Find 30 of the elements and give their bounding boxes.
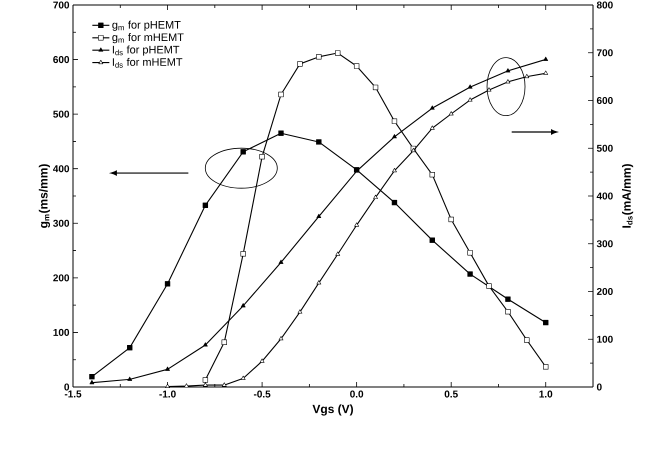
- y-tick-label: 100: [53, 328, 70, 336]
- y2-tick-label: 200: [596, 288, 613, 296]
- x-tick-label: 0.0: [350, 390, 364, 398]
- y2-tick-label: 100: [597, 336, 613, 343]
- y-axis-title: g$_{m}$(ms/mm): [38, 164, 50, 228]
- legend-label: I$_{ds}$ for pHEMT: [112, 45, 180, 56]
- y2-tick-label: 600: [596, 96, 613, 104]
- y-tick-label: 700: [53, 1, 70, 9]
- x-tick-label: -1.0: [159, 390, 176, 398]
- y2-tick-label: 0: [596, 383, 602, 391]
- legend-label: g$_{m}$ for mHEMT: [112, 33, 184, 44]
- x-axis-title: Vgs (V): [312, 404, 353, 416]
- y2-tick-label: 500: [596, 144, 613, 152]
- x-tick-label: -1.5: [64, 390, 82, 398]
- y-tick-label: 600: [53, 56, 70, 64]
- y2-tick-label: 800: [596, 1, 613, 9]
- y2-tick-label: 700: [596, 49, 613, 56]
- x-tick-label: 1.0: [539, 390, 552, 398]
- x-tick-label: 0.5: [444, 390, 458, 398]
- legend-label: I$_{ds}$ for mHEMT: [112, 58, 182, 68]
- y-tick-label: 500: [53, 110, 70, 118]
- y-tick-label: 200: [53, 274, 70, 282]
- y-tick-label: 400: [53, 165, 70, 172]
- y-tick-label: 0: [64, 383, 70, 391]
- legend-label: g$_{m}$ for pHEMT: [112, 20, 181, 31]
- y2-axis-title: I$_{ds}$(mA/mm): [622, 164, 634, 228]
- y2-tick-label: 300: [596, 240, 613, 248]
- y2-tick-label: 400: [596, 192, 613, 200]
- x-tick-label: -0.5: [254, 390, 270, 398]
- y-tick-label: 300: [53, 220, 70, 227]
